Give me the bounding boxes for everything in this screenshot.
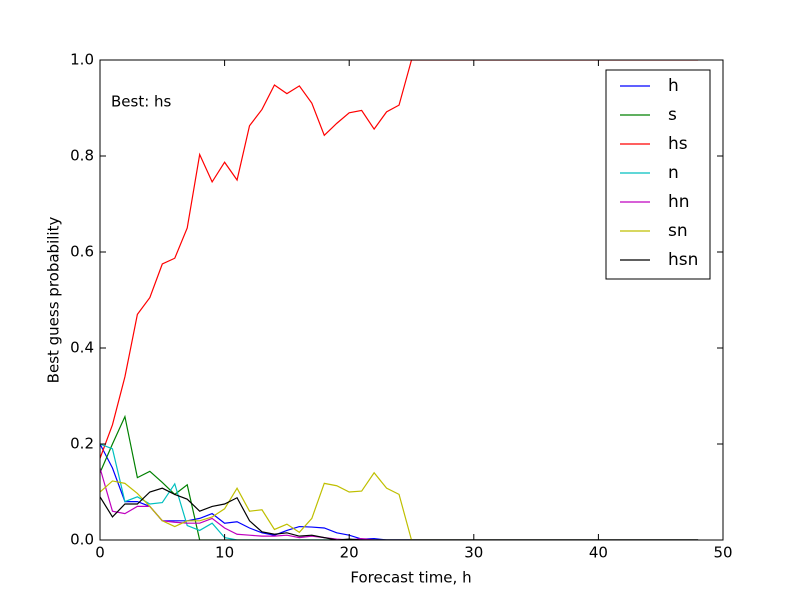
y-tick-label: 0.8 xyxy=(70,147,94,165)
axes-frame xyxy=(99,59,724,541)
y-tick-label: 0.4 xyxy=(70,339,94,357)
plot-lines xyxy=(100,60,699,540)
series-line xyxy=(100,443,699,540)
series-line xyxy=(100,60,699,459)
series-line xyxy=(100,443,699,540)
x-axis-label: Forecast time, h xyxy=(350,569,471,587)
legend-label: hsn xyxy=(668,250,698,270)
legend-label: hn xyxy=(668,192,690,212)
annotation: Best: hs xyxy=(111,93,172,111)
y-tick-label: 0.6 xyxy=(70,243,94,261)
legend-label: n xyxy=(668,163,679,183)
legend-label: hs xyxy=(668,134,688,154)
legend-box xyxy=(605,69,711,280)
y-tick-label: 0.2 xyxy=(70,435,94,453)
legend-label: h xyxy=(668,76,679,96)
x-tick-label: 0 xyxy=(95,544,105,562)
x-tick-label: 20 xyxy=(340,544,359,562)
x-tick-label: 50 xyxy=(713,544,732,562)
legend-label: s xyxy=(668,105,677,125)
y-tick-label: 1.0 xyxy=(70,51,94,69)
legend-label: sn xyxy=(668,221,688,241)
x-tick-label: 30 xyxy=(464,544,483,562)
series-line xyxy=(100,471,699,540)
y-axis-label: Best guess probability xyxy=(45,217,63,384)
y-tick-label: 0.0 xyxy=(70,531,94,549)
series-line xyxy=(100,487,699,540)
series-line xyxy=(100,467,699,540)
x-tick-label: 10 xyxy=(215,544,234,562)
x-tick-label: 40 xyxy=(589,544,608,562)
